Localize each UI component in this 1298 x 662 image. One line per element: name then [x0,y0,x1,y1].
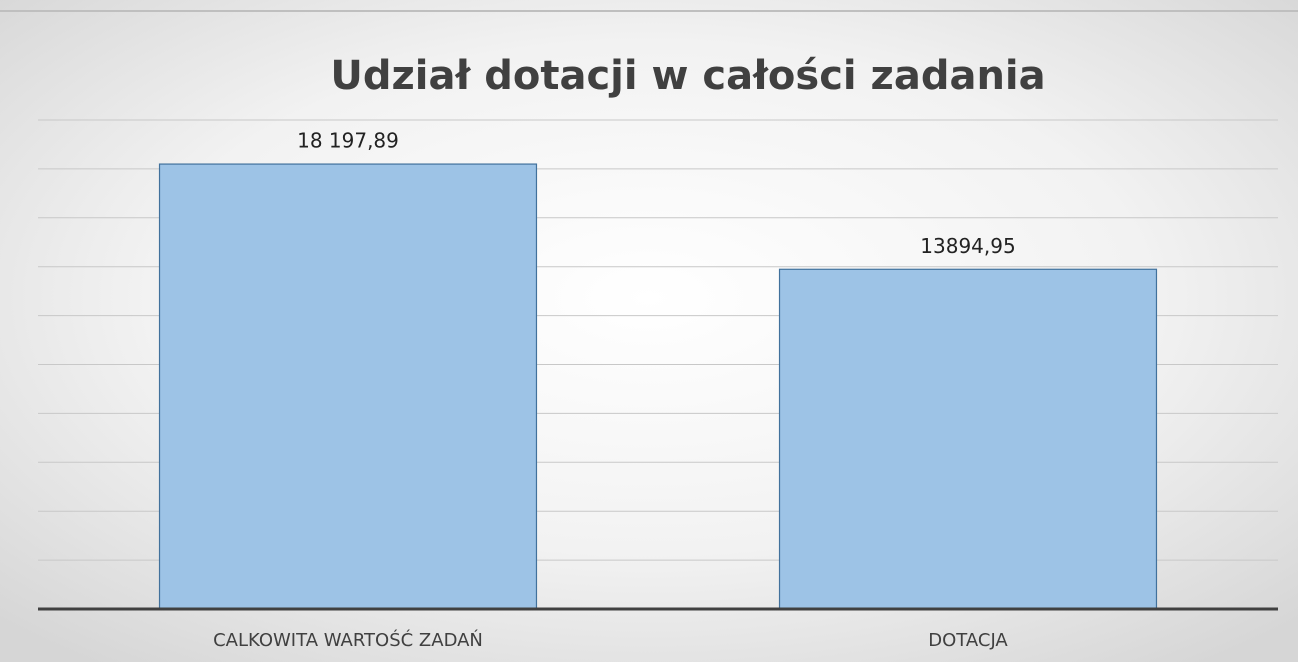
data-label: 13894,95 [920,234,1015,258]
x-tick-label: CALKOWITA WARTOŚĆ ZADAŃ [213,629,483,651]
data-label: 18 197,89 [297,129,399,153]
bars: CALKOWITA WARTOŚĆ ZADAŃ 18 197,89 DOTACJA 1… [38,129,1278,651]
bar [778,268,1158,610]
chart-title: Udział dotacji w całości zadania [330,53,1045,99]
x-tick-label: DOTACJA [928,630,1008,651]
bar [158,163,538,610]
